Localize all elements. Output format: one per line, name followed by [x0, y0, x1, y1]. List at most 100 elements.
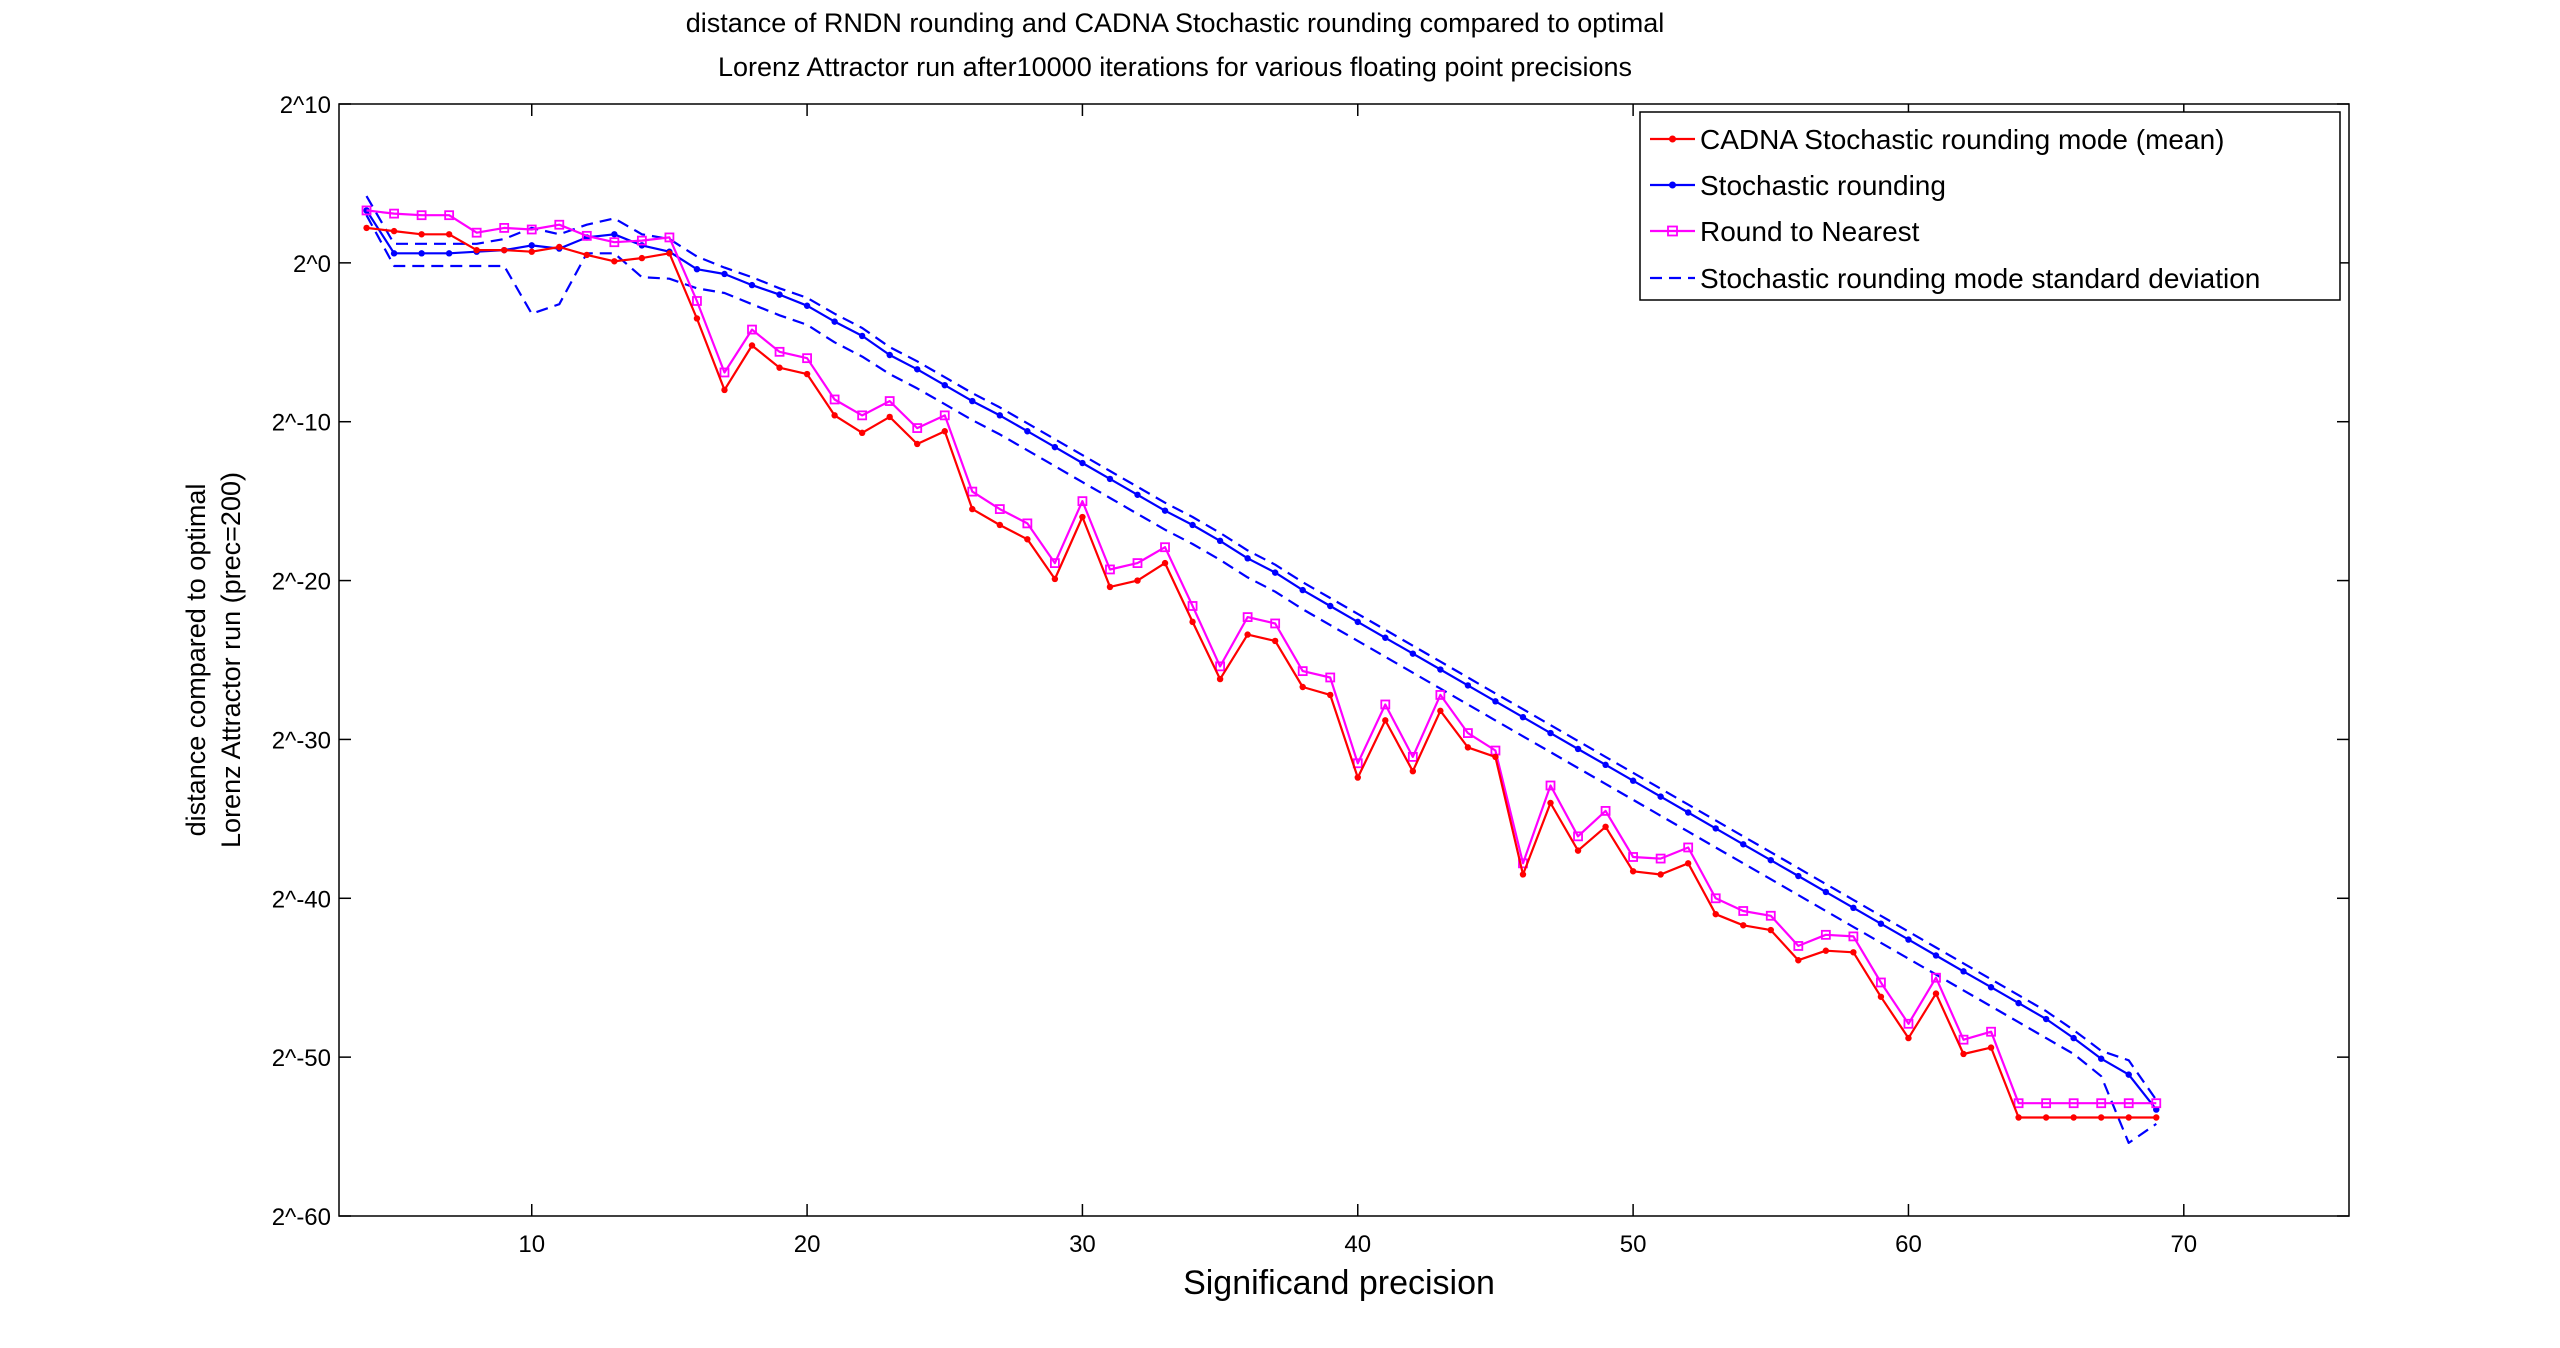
data-point	[2125, 1114, 2132, 1121]
data-point	[1354, 618, 1361, 626]
data-point	[636, 235, 647, 246]
data-point	[1876, 977, 1886, 988]
data-point	[1822, 947, 1830, 954]
data-point	[1629, 868, 1637, 875]
data-point	[1712, 910, 1719, 918]
chart-title: distance of RNDN rounding and CADNA Stoc…	[686, 8, 1665, 38]
data-point	[1795, 957, 1802, 964]
data-point	[1574, 745, 1582, 753]
legend-marker	[1669, 181, 1676, 189]
data-point	[996, 521, 1004, 529]
data-point	[1325, 672, 1336, 683]
data-point	[1905, 1034, 1912, 1042]
series-line	[365, 195, 2158, 1101]
data-point	[666, 250, 673, 257]
x-tick-label: 50	[1620, 1231, 1647, 1258]
data-point	[389, 208, 399, 219]
data-point	[1187, 601, 1198, 611]
data-point	[526, 224, 537, 235]
data-point	[1574, 847, 1582, 854]
data-point	[886, 413, 893, 421]
legend-label: CADNA Stochastic rounding mode (mean)	[1700, 124, 2224, 155]
data-point	[1850, 904, 1857, 912]
series-3	[365, 195, 2158, 1101]
data-point	[776, 364, 783, 371]
data-point	[1435, 690, 1446, 700]
data-point	[1244, 631, 1251, 638]
y-axis: 2^10 2^0 2^-10 2^-20 2^-30 2^-40 2^-50 2^-60	[272, 92, 2349, 1231]
data-point	[1765, 910, 1776, 921]
data-point	[2013, 1098, 2024, 1109]
data-point	[1602, 823, 1609, 830]
data-point	[1628, 852, 1639, 862]
data-point	[1299, 586, 1306, 594]
data-point	[1160, 542, 1170, 553]
data-point	[1684, 809, 1692, 816]
data-point	[2070, 1034, 2077, 1042]
data-point	[1600, 806, 1611, 816]
data-point	[528, 248, 535, 255]
data-point	[1464, 682, 1472, 689]
data-point	[914, 366, 921, 373]
legend-box	[1639, 111, 2341, 301]
data-point	[1767, 926, 1774, 934]
data-point	[969, 397, 976, 405]
data-point	[1024, 428, 1031, 435]
data-point	[829, 394, 840, 405]
data-point	[664, 232, 675, 243]
data-point	[1409, 768, 1417, 775]
data-point	[1299, 683, 1306, 691]
y-tick-label: 2^0	[293, 251, 331, 278]
data-point	[802, 353, 812, 364]
y-tick-label: 2^10	[280, 92, 331, 119]
data-point	[1105, 564, 1115, 575]
data-point	[692, 296, 702, 306]
legend-label: Round to Nearest	[1700, 216, 1920, 247]
data-point	[2097, 1055, 2105, 1062]
data-point	[719, 367, 730, 378]
x-tick-label: 40	[1344, 1231, 1371, 1258]
data-point	[967, 486, 978, 497]
y-tick-label: 2^-10	[272, 410, 331, 437]
data-point	[1270, 618, 1281, 629]
data-point	[1987, 984, 1995, 991]
legend-label: Stochastic rounding mode standard deviat…	[1700, 263, 2260, 294]
data-point	[1407, 752, 1418, 762]
data-point	[969, 505, 976, 513]
data-point	[1161, 507, 1169, 514]
data-point	[416, 210, 427, 221]
series-line	[365, 214, 2157, 1145]
data-point	[418, 250, 425, 257]
data-point	[445, 231, 453, 238]
data-point	[1437, 707, 1444, 715]
series-line	[365, 209, 2158, 1111]
data-point	[1738, 906, 1749, 916]
data-point	[1132, 558, 1143, 568]
data-point	[803, 370, 811, 378]
x-tick-label: 60	[1895, 1231, 1922, 1258]
data-point	[554, 219, 565, 230]
data-point	[528, 242, 535, 249]
data-point	[1712, 825, 1719, 832]
data-point	[1820, 929, 1831, 940]
data-point	[1492, 698, 1499, 705]
data-point	[1271, 569, 1279, 576]
data-point	[1327, 602, 1334, 610]
data-point	[1024, 536, 1031, 543]
data-point	[2042, 1015, 2050, 1023]
data-point	[1877, 920, 1885, 927]
data-point	[1409, 650, 1417, 657]
y-tick-label: 2^-60	[272, 1204, 331, 1231]
data-point	[1684, 860, 1692, 867]
series-layer	[361, 195, 2162, 1145]
data-point	[1655, 853, 1666, 864]
data-point	[1079, 513, 1086, 521]
data-point	[1382, 634, 1389, 641]
series-2	[361, 205, 2162, 1109]
series-0	[363, 224, 2160, 1121]
data-point	[1602, 761, 1609, 769]
data-point	[471, 227, 482, 238]
data-point	[1710, 893, 1721, 904]
data-point	[886, 351, 893, 359]
data-point	[858, 429, 866, 437]
